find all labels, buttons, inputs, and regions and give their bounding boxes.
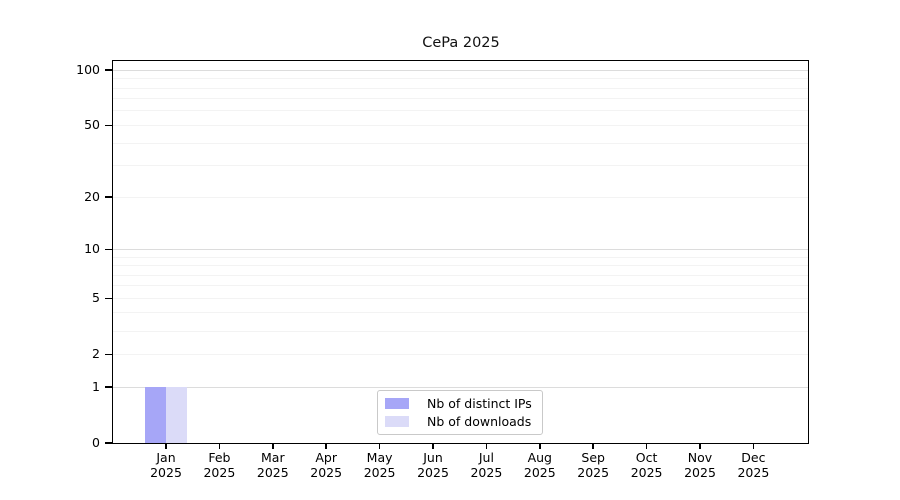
x-tick-mark [752,443,755,449]
x-tick-label: Feb 2025 [191,450,247,480]
x-tick-year: 2025 [577,465,610,480]
x-tick-month: Dec [741,450,766,465]
minor-gridline [113,297,808,299]
x-tick-mark [699,443,701,449]
x-tick-year: 2025 [470,465,503,480]
y-tick-label: 5 [92,290,100,306]
x-tick-year: 2025 [630,465,663,480]
y-tick-label: 50 [84,117,100,133]
x-tick-label: Nov 2025 [672,450,728,480]
minor-gridline [113,87,808,89]
minor-gridline [113,196,808,198]
x-tick-month: Nov [687,450,713,465]
minor-gridline [113,142,808,144]
y-tick-label: 2 [92,346,100,362]
x-tick-label: Jan 2025 [138,450,194,480]
minor-gridline [113,78,808,80]
y-tick-label: 20 [84,189,100,205]
minor-gridline [113,274,808,276]
x-tick-month: May [366,450,393,465]
x-tick-label: Aug 2025 [512,450,568,480]
x-tick-month: Oct [635,450,658,465]
x-tick-mark [485,443,488,449]
x-tick-label: Apr 2025 [298,450,354,480]
x-tick-month: Sep [581,450,605,465]
legend-label: Nb of distinct IPs [427,396,532,411]
major-gridline [113,386,808,388]
x-tick-mark [378,443,381,449]
bar-downloads [166,387,188,443]
x-tick-label: Mar 2025 [245,450,301,480]
x-tick-year: 2025 [523,465,556,480]
y-tick-label: 10 [84,241,100,257]
x-tick-mark [218,443,221,449]
minor-gridline [113,285,808,287]
x-tick-label: Dec 2025 [725,450,781,480]
minor-gridline [113,256,808,258]
y-tick-label: 0 [92,435,100,450]
x-tick-year: 2025 [363,465,396,480]
x-tick-label: Sep 2025 [565,450,621,480]
x-tick-year: 2025 [737,465,770,480]
x-tick-label: May 2025 [352,450,408,480]
x-tick-month: Jun [423,450,443,465]
x-tick-year: 2025 [684,465,716,480]
minor-gridline [113,312,808,314]
x-tick-year: 2025 [150,465,182,480]
minor-gridline [113,330,808,332]
y-tick-mark [105,297,112,299]
legend: Nb of distinct IPs Nb of downloads [377,390,543,435]
minor-gridline [113,165,808,167]
legend-entry-downloads: Nb of downloads [385,414,534,429]
y-tick-mark [105,442,112,444]
x-tick-mark [645,443,648,449]
bar-distinct-ips [144,387,166,443]
minor-gridline [113,124,808,126]
legend-label: Nb of downloads [427,414,532,429]
x-tick-mark [165,443,167,449]
x-tick-label: Oct 2025 [619,450,675,480]
minor-gridline [113,110,808,112]
x-tick-mark [539,443,541,449]
minor-gridline [113,353,808,355]
x-tick-month: Feb [208,450,231,465]
x-tick-label: Jun 2025 [405,450,461,480]
legend-entry-distinct-ips: Nb of distinct IPs [385,396,534,411]
legend-swatch-downloads-icon [385,416,409,427]
x-tick-month: Aug [527,450,552,465]
x-tick-mark [272,443,274,449]
major-gridline [113,69,808,71]
x-tick-month: Mar [261,450,285,465]
x-tick-year: 2025 [417,465,449,480]
x-tick-year: 2025 [203,465,236,480]
y-tick-mark [105,248,112,251]
x-tick-month: Apr [315,450,337,465]
chart-title: CePa 2025 [422,35,500,51]
y-tick-label: 100 [76,62,100,78]
major-gridline [113,248,808,250]
y-tick-mark [105,124,112,127]
x-tick-label: Jul 2025 [458,450,514,480]
x-tick-mark [592,443,594,449]
x-tick-mark [325,443,327,449]
x-tick-month: Jul [478,450,494,465]
y-tick-mark [105,196,112,198]
x-tick-month: Jan [156,450,176,465]
minor-gridline [113,98,808,100]
x-tick-year: 2025 [256,465,289,480]
x-tick-year: 2025 [310,465,343,480]
x-tick-mark [432,443,434,449]
minor-gridline [113,265,808,266]
y-tick-mark [105,353,112,355]
y-tick-mark [105,386,112,388]
y-tick-label: 1 [92,379,100,394]
legend-swatch-distinct-ips-icon [385,398,409,409]
y-tick-mark [105,69,112,71]
